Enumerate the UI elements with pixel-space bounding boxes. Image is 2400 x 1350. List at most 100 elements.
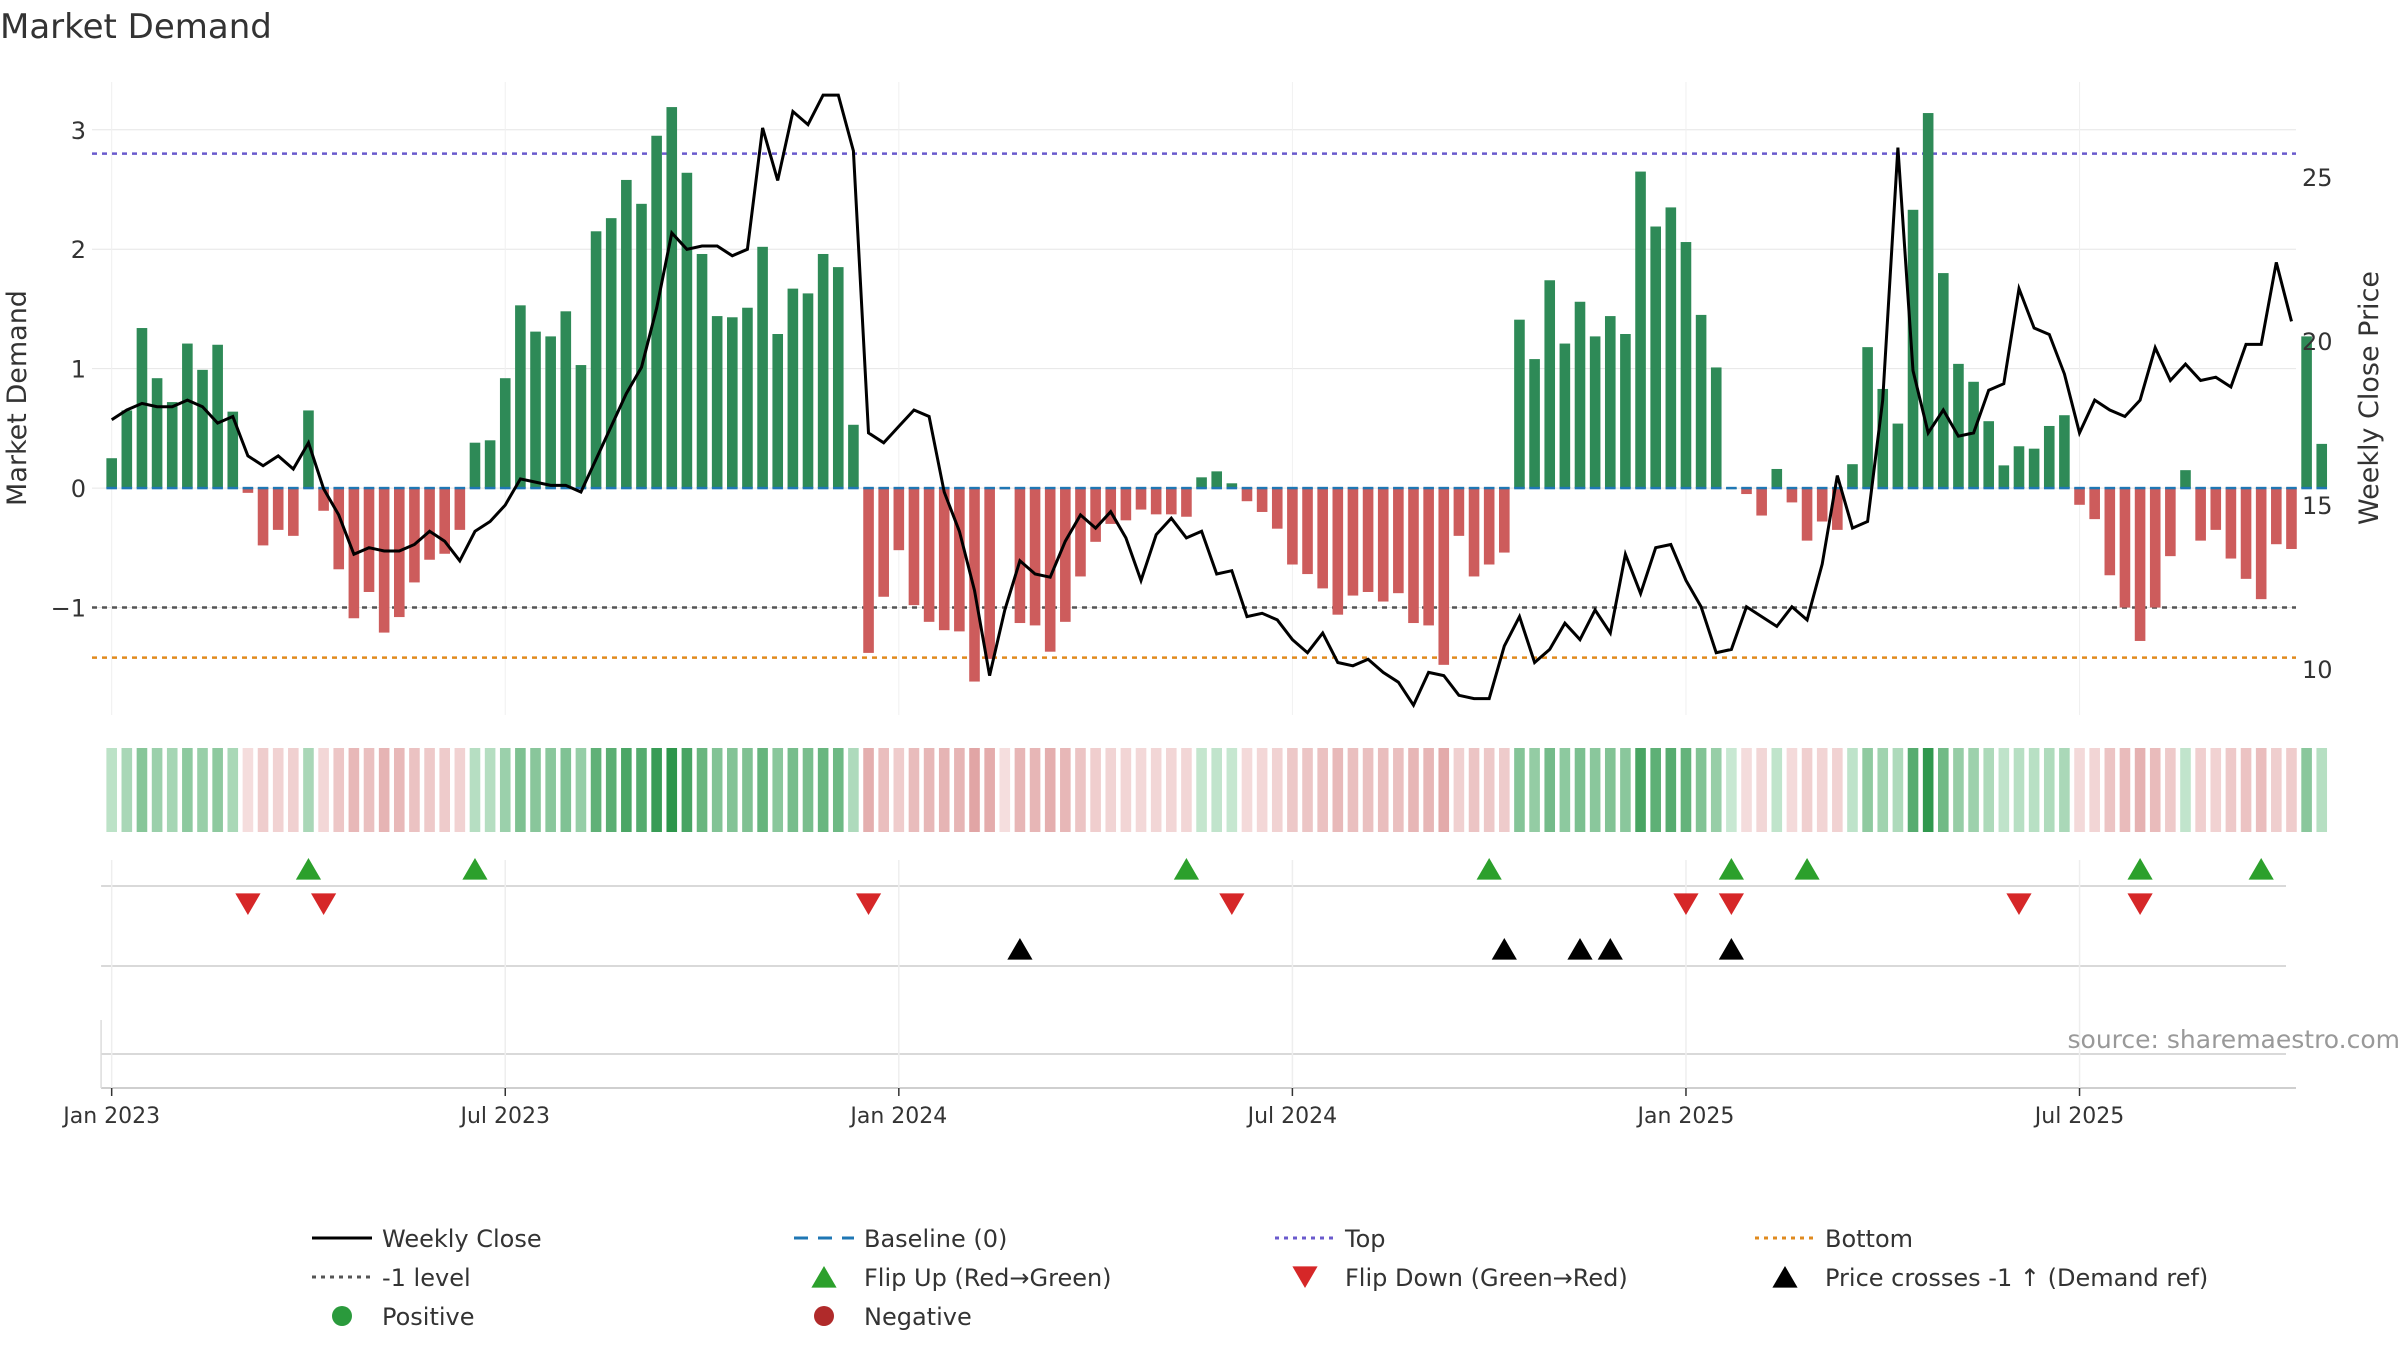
demand-bar bbox=[378, 488, 390, 633]
demand-bar bbox=[1877, 388, 1889, 489]
demand-bar bbox=[1801, 488, 1813, 541]
demand-bar bbox=[1438, 488, 1450, 665]
strip-cell bbox=[832, 748, 844, 832]
strip-cell bbox=[2165, 748, 2176, 832]
strip-cell bbox=[2089, 748, 2100, 832]
strip-cell bbox=[272, 748, 284, 832]
demand-bar bbox=[1816, 488, 1828, 522]
flip-down-marker bbox=[311, 893, 337, 915]
demand-bar bbox=[787, 288, 799, 489]
strip-cell bbox=[182, 748, 193, 832]
demand-bar bbox=[1695, 314, 1707, 489]
strip-cell bbox=[954, 748, 965, 832]
flip-down-marker bbox=[1219, 893, 1245, 915]
flip-down-marker bbox=[235, 893, 261, 915]
legend-label: Price crosses -1 ↑ (Demand ref) bbox=[1825, 1264, 2208, 1292]
strip-cell bbox=[1514, 748, 1525, 832]
demand-bar bbox=[272, 488, 284, 530]
demand-bar bbox=[1832, 488, 1843, 530]
demand-bar bbox=[1559, 343, 1571, 489]
strip-cell bbox=[378, 748, 390, 832]
strip-cell bbox=[1408, 748, 1419, 832]
strip-cell bbox=[166, 748, 178, 832]
strip-cell bbox=[1090, 748, 1101, 832]
strip-cell bbox=[469, 748, 481, 832]
strip-cell bbox=[696, 748, 708, 832]
demand-bar bbox=[1332, 488, 1344, 615]
strip-cell bbox=[1574, 748, 1586, 832]
strip-cell bbox=[2286, 748, 2297, 832]
demand-bar bbox=[727, 317, 738, 489]
flip-up-marker bbox=[295, 858, 322, 880]
y2-tick-label: 25 bbox=[2302, 164, 2333, 192]
demand-bar bbox=[333, 488, 345, 570]
demand-bar bbox=[2195, 488, 2206, 541]
strip-cell bbox=[681, 748, 693, 832]
strip-cell bbox=[1983, 748, 1995, 832]
strip-cell bbox=[2134, 748, 2146, 832]
demand-bar bbox=[1650, 226, 1661, 489]
strip-cell bbox=[545, 748, 556, 832]
strip-cell bbox=[938, 748, 950, 832]
demand-bar bbox=[1953, 363, 1964, 489]
legend-item: Price crosses -1 ↑ (Demand ref) bbox=[1772, 1264, 2208, 1292]
strip-cell bbox=[908, 748, 920, 832]
flip-down-marker bbox=[2006, 893, 2032, 915]
x-tick-label: Jul 2025 bbox=[2033, 1104, 2125, 1129]
demand-bar bbox=[318, 488, 329, 511]
strip-cell bbox=[1196, 748, 1207, 832]
x-tick-label: Jan 2024 bbox=[848, 1104, 947, 1129]
flip-up-marker bbox=[1476, 858, 1502, 880]
demand-bar bbox=[802, 293, 814, 489]
demand-bar bbox=[1150, 488, 1162, 515]
strip-cell bbox=[484, 748, 496, 832]
strip-cell bbox=[969, 748, 980, 832]
legend-label: Weekly Close bbox=[382, 1225, 542, 1253]
strip-cell bbox=[1953, 748, 1964, 832]
strip-cell bbox=[2149, 748, 2161, 832]
flip-up-marker bbox=[1718, 858, 1744, 880]
demand-bar bbox=[2074, 488, 2085, 505]
strip-cell bbox=[1559, 748, 1571, 832]
strip-cell bbox=[2195, 748, 2206, 832]
strip-cell bbox=[1377, 748, 1389, 832]
demand-bar bbox=[590, 231, 602, 489]
demand-bar bbox=[2134, 488, 2146, 641]
demand-bar bbox=[681, 172, 693, 489]
strip-cell bbox=[651, 748, 662, 832]
price-cross-marker bbox=[1718, 938, 1744, 960]
flip-up-marker bbox=[2248, 858, 2274, 880]
strip-cell bbox=[1816, 748, 1828, 832]
strip-cell bbox=[1256, 748, 1268, 832]
demand-bar bbox=[1514, 319, 1525, 489]
legend-item: Bottom bbox=[1755, 1225, 1913, 1253]
y-tick-label: 2 bbox=[71, 236, 86, 264]
strip-cell bbox=[2059, 748, 2070, 832]
strip-cell bbox=[817, 748, 829, 832]
x-tick-label: Jan 2025 bbox=[1636, 1104, 1735, 1129]
strip-cell bbox=[2119, 748, 2131, 832]
strip-cell bbox=[409, 748, 420, 832]
strip-cell bbox=[2074, 748, 2085, 832]
strip-cell bbox=[1287, 748, 1298, 832]
flip-up-marker bbox=[462, 858, 488, 880]
strip-cell bbox=[1801, 748, 1813, 832]
strip-cell bbox=[1060, 748, 1071, 832]
legend-label: Bottom bbox=[1825, 1225, 1913, 1253]
strip-cell bbox=[530, 748, 541, 832]
demand-bar bbox=[1604, 316, 1616, 489]
strip-cell bbox=[772, 748, 784, 832]
demand-bar bbox=[848, 424, 859, 489]
y-tick-label: 3 bbox=[71, 117, 86, 145]
demand-bar bbox=[2165, 488, 2176, 557]
strip-cell bbox=[1483, 748, 1495, 832]
strip-cell bbox=[1499, 748, 1510, 832]
strip-cell bbox=[590, 748, 602, 832]
legend-item: Negative bbox=[814, 1303, 972, 1331]
demand-bar bbox=[1499, 488, 1510, 553]
x-tick-label: Jul 2023 bbox=[458, 1104, 550, 1129]
demand-bar bbox=[2225, 488, 2237, 559]
demand-bar bbox=[984, 488, 995, 659]
strip-cell bbox=[923, 748, 935, 832]
demand-bar bbox=[1998, 465, 2010, 489]
